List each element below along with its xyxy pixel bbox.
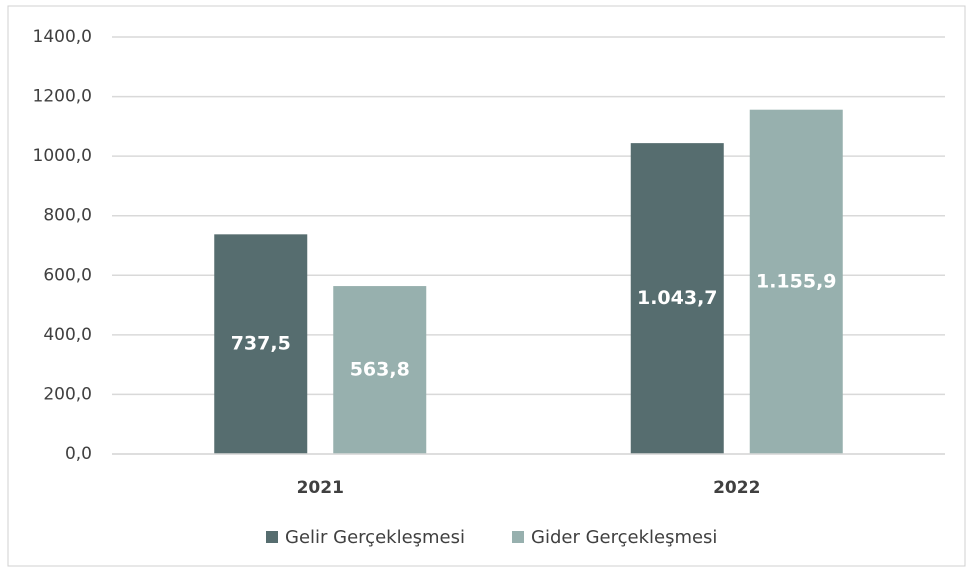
value-label: 737,5: [231, 333, 291, 355]
value-label: 563,8: [350, 359, 410, 381]
bar: [749, 109, 843, 454]
y-tick-label: 600,0: [43, 265, 92, 285]
y-tick-label: 0,0: [65, 444, 92, 464]
y-tick-label: 400,0: [43, 325, 92, 345]
bar: [333, 286, 427, 454]
y-tick-label: 1400,0: [33, 27, 92, 47]
legend-label: Gelir Gerçekleşmesi: [285, 527, 465, 548]
x-tick-label: 2021: [297, 478, 344, 498]
legend-swatch: [266, 531, 278, 543]
bar: [214, 234, 308, 454]
y-tick-label: 1000,0: [33, 146, 92, 166]
y-tick-label: 200,0: [43, 384, 92, 404]
y-tick-label: 800,0: [43, 206, 92, 226]
legend-swatch: [512, 531, 524, 543]
value-label: 1.155,9: [756, 270, 837, 292]
legend-label: Gider Gerçekleşmesi: [531, 527, 717, 548]
x-tick-label: 2022: [713, 478, 760, 498]
value-label: 1.043,7: [637, 287, 718, 309]
bar: [630, 143, 724, 454]
y-tick-label: 1200,0: [33, 87, 92, 107]
